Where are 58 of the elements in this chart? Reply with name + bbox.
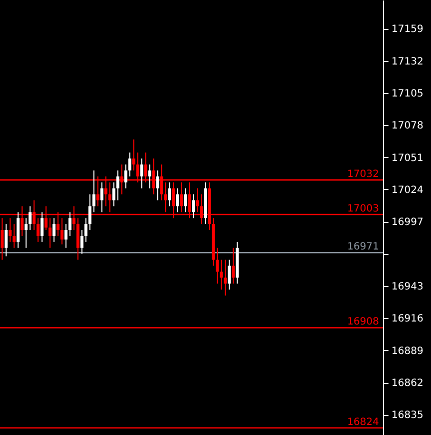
candlestick <box>148 164 152 189</box>
ref-line-label: 16971 <box>347 242 379 253</box>
y-tick-label: 16889 <box>392 346 424 357</box>
y-tick-label: 16916 <box>392 314 424 325</box>
candlestick <box>76 218 80 260</box>
candlestick <box>168 182 172 207</box>
y-tick-label: 16835 <box>392 410 424 422</box>
candlestick <box>220 259 223 290</box>
candlestick <box>68 212 72 236</box>
candlestick <box>80 230 84 254</box>
candlestick <box>184 188 188 213</box>
y-tick-label: 16943 <box>392 282 424 293</box>
candlestick <box>12 224 16 248</box>
candlestick <box>112 182 116 207</box>
candlestick <box>128 152 132 177</box>
candlestick <box>60 218 64 245</box>
candlestick <box>196 188 199 213</box>
candlestick <box>100 182 104 213</box>
ref-line-label: 16824 <box>347 416 379 428</box>
candlestick <box>132 138 136 171</box>
candlestick <box>108 182 112 213</box>
candlestick <box>0 218 4 260</box>
candlestick <box>164 182 168 213</box>
candlestick <box>192 194 195 219</box>
ref-line-label: 16908 <box>347 316 379 328</box>
candlestick <box>16 212 20 248</box>
y-tick-label: 17051 <box>392 152 424 164</box>
candlestick <box>228 259 231 290</box>
y-tick-label: 17024 <box>392 184 424 196</box>
candlestick <box>156 170 160 201</box>
candlestick <box>176 188 180 213</box>
candlestick <box>140 158 144 189</box>
y-tick-label: 16997 <box>392 217 424 228</box>
candlestick <box>224 259 227 296</box>
candlestick <box>8 218 12 242</box>
candlestick <box>92 170 96 213</box>
candlestick <box>48 218 52 248</box>
candlestick <box>124 164 128 189</box>
ref-line-label: 17032 <box>347 168 379 180</box>
candlestick <box>88 194 92 231</box>
candlestick <box>84 218 88 242</box>
candlestick <box>40 212 44 242</box>
y-tick-label: 17159 <box>392 24 424 36</box>
y-tick-label: 17078 <box>392 120 424 132</box>
candlestick <box>36 218 40 242</box>
ref-line-label: 17003 <box>347 204 379 215</box>
candlestick <box>24 218 28 248</box>
candlestick <box>216 247 219 284</box>
candlestick <box>4 224 8 257</box>
candlestick <box>232 247 235 284</box>
candlestick <box>52 218 56 242</box>
candlestick <box>116 170 120 201</box>
y-tick-label: 17105 <box>392 88 424 100</box>
y-tick-label: 16862 <box>392 378 424 390</box>
candlestick <box>180 182 184 213</box>
y-tick-label: 17132 <box>392 56 424 68</box>
candlestick <box>64 224 68 248</box>
candlestick <box>28 206 32 231</box>
